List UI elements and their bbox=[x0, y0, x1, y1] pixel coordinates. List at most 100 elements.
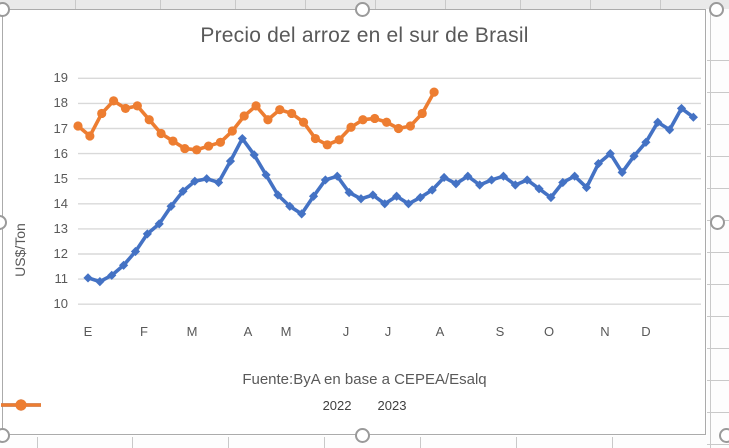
data-point-marker bbox=[310, 133, 320, 144]
sheet-cell-border bbox=[75, 0, 76, 9]
legend-label: 2023 bbox=[377, 398, 407, 413]
sheet-cell-border bbox=[420, 437, 421, 448]
sheet-cell-border bbox=[612, 437, 613, 448]
x-tick-label: E bbox=[83, 324, 93, 339]
series-line-2022[interactable] bbox=[87, 106, 695, 284]
data-point-marker bbox=[510, 180, 520, 190]
data-point-marker bbox=[322, 140, 332, 150]
sheet-cell-border bbox=[707, 156, 729, 157]
data-point-marker bbox=[190, 176, 200, 186]
data-point-marker bbox=[120, 103, 131, 114]
series-line-2023[interactable] bbox=[76, 91, 436, 152]
chart-object[interactable] bbox=[2, 9, 706, 435]
data-point-marker bbox=[332, 171, 342, 181]
data-point-marker bbox=[142, 229, 152, 239]
sheet-cell-border bbox=[590, 0, 591, 9]
sheet-cell-border bbox=[710, 9, 711, 448]
sheet-cell-border bbox=[375, 0, 376, 9]
data-point-marker bbox=[239, 111, 249, 121]
sheet-cell-border bbox=[707, 188, 729, 189]
data-point-marker bbox=[263, 115, 273, 125]
selection-handle[interactable] bbox=[0, 428, 10, 443]
data-point-marker bbox=[429, 87, 439, 97]
sheet-cell-border bbox=[660, 0, 661, 9]
x-tick-label: O bbox=[543, 324, 555, 339]
data-point-marker bbox=[215, 137, 226, 147]
sheet-cell-border bbox=[707, 92, 729, 93]
data-point-marker bbox=[227, 126, 237, 136]
data-point-marker bbox=[581, 182, 592, 193]
data-point-marker bbox=[439, 172, 449, 183]
data-point-marker bbox=[225, 156, 236, 166]
data-point-marker bbox=[180, 143, 190, 154]
sheet-cell-border bbox=[707, 316, 729, 317]
sheet-cell-border bbox=[324, 437, 325, 448]
x-tick-label: J bbox=[384, 324, 392, 339]
chart-title[interactable]: Precio del arroz en el sur de Brasil bbox=[200, 24, 529, 47]
data-point-marker bbox=[534, 184, 544, 194]
x-tick-label: N bbox=[600, 324, 610, 339]
selection-handle[interactable] bbox=[0, 2, 10, 17]
data-point-marker bbox=[676, 103, 687, 114]
selection-handle[interactable] bbox=[719, 428, 729, 443]
sheet-cell-border bbox=[707, 444, 729, 445]
data-point-marker bbox=[320, 175, 330, 185]
source-text[interactable]: Fuente:ByA en base a CEPEA/Esalq bbox=[242, 371, 487, 388]
sheet-bottom-strip bbox=[0, 436, 707, 448]
data-point-marker bbox=[463, 171, 473, 181]
data-point-marker bbox=[346, 122, 356, 132]
y-tick-label: 18 bbox=[53, 95, 68, 111]
data-point-marker bbox=[166, 201, 176, 211]
sheet-cell-border bbox=[707, 60, 729, 61]
data-point-marker bbox=[83, 273, 93, 283]
data-point-marker bbox=[156, 128, 166, 139]
selection-handle[interactable] bbox=[355, 428, 370, 443]
y-tick-label: 15 bbox=[53, 170, 68, 186]
legend-item-2023[interactable]: 2023 bbox=[1, 398, 407, 413]
x-tick-label: D bbox=[641, 324, 651, 339]
data-point-marker bbox=[641, 137, 651, 147]
sheet-cell-border bbox=[707, 284, 729, 285]
data-point-marker bbox=[393, 123, 404, 134]
data-point-marker bbox=[405, 121, 415, 131]
legend-item-2022[interactable]: 2022 bbox=[1, 398, 352, 413]
sheet-cell-border bbox=[516, 437, 517, 448]
y-tick-label: 17 bbox=[53, 120, 68, 136]
selection-handle[interactable] bbox=[709, 2, 724, 17]
x-tick-label: S bbox=[495, 324, 505, 339]
data-point-marker bbox=[415, 192, 425, 203]
data-point-marker bbox=[203, 141, 214, 151]
data-point-marker bbox=[392, 191, 402, 201]
data-point-marker bbox=[403, 199, 414, 209]
sheet-cell-border bbox=[132, 437, 133, 448]
y-tick-label: 13 bbox=[53, 220, 68, 236]
data-point-marker bbox=[558, 177, 568, 188]
sheet-cell-border bbox=[707, 380, 729, 381]
x-tick-label: A bbox=[435, 324, 445, 339]
chart-legend[interactable]: 2022 2023 bbox=[0, 398, 729, 413]
y-tick-label: 10 bbox=[53, 296, 68, 312]
data-point-marker bbox=[261, 170, 271, 180]
selection-handle[interactable] bbox=[710, 215, 725, 230]
x-tick-label: A bbox=[243, 324, 253, 339]
sheet-cell-border bbox=[305, 0, 306, 9]
y-tick-label: 14 bbox=[53, 195, 68, 211]
data-point-marker bbox=[498, 171, 509, 181]
x-tick-label: F bbox=[140, 324, 148, 339]
data-point-marker bbox=[73, 121, 83, 131]
data-point-marker bbox=[178, 186, 188, 196]
y-tick-label: 11 bbox=[54, 271, 69, 287]
data-point-marker bbox=[629, 151, 639, 161]
data-point-marker bbox=[665, 125, 675, 135]
sheet-cell-border bbox=[160, 0, 161, 9]
selection-handle[interactable] bbox=[355, 2, 370, 17]
data-point-marker bbox=[144, 115, 154, 125]
data-point-marker bbox=[417, 108, 427, 119]
sheet-cell-border bbox=[707, 124, 729, 125]
legend-label: 2022 bbox=[322, 398, 352, 413]
data-point-marker bbox=[130, 246, 141, 257]
data-point-marker bbox=[237, 133, 247, 144]
data-point-marker bbox=[273, 190, 283, 200]
